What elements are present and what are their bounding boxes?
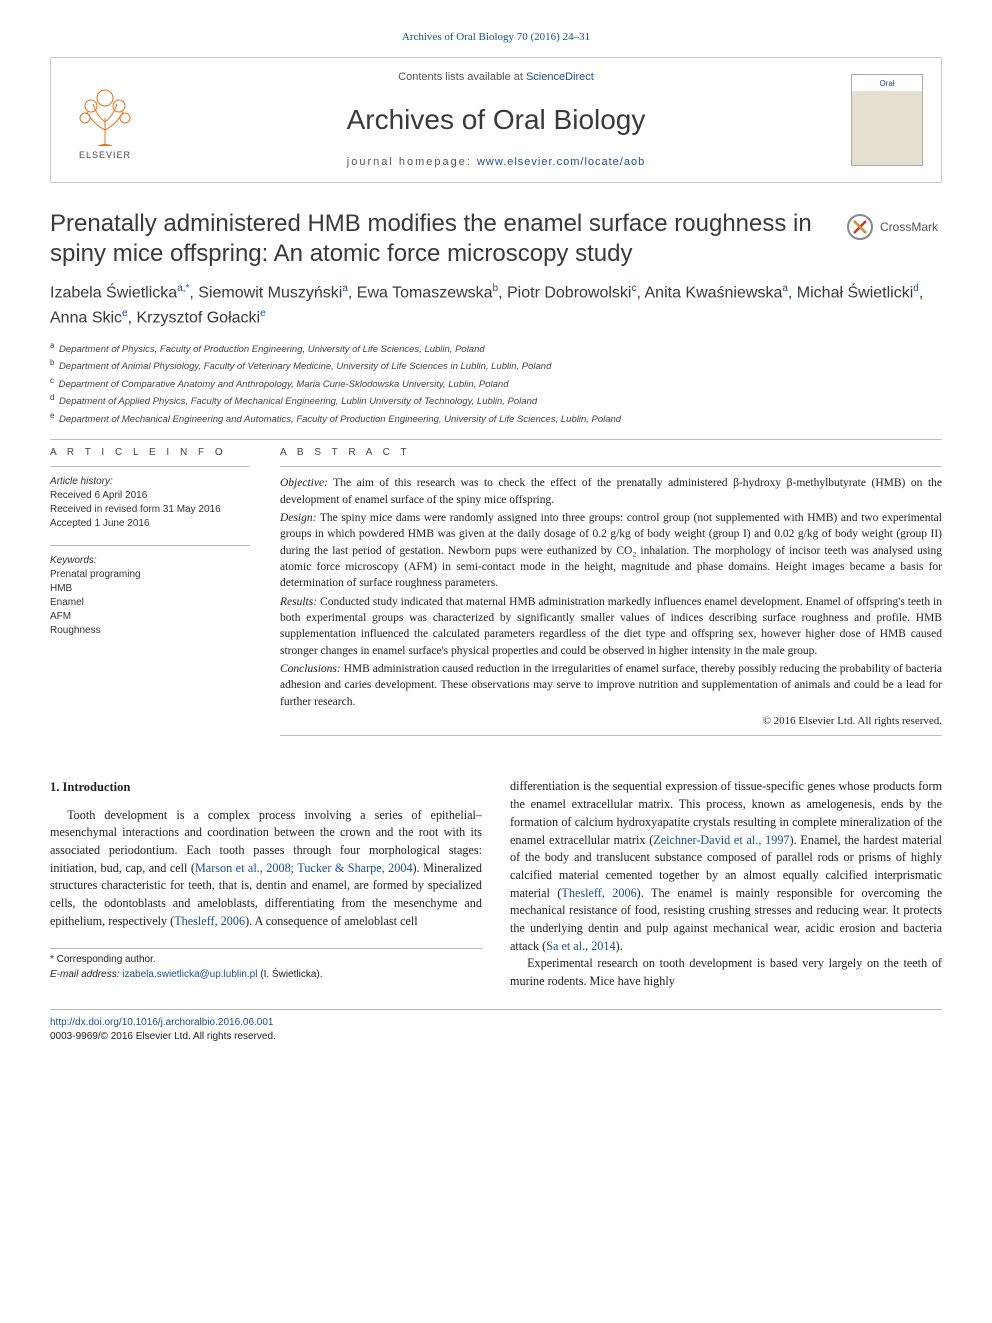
- authors-list: Izabela Świetlickaa,*, Siemowit Muszyńsk…: [50, 281, 942, 330]
- sciencedirect-link[interactable]: ScienceDirect: [526, 71, 594, 83]
- affiliation-line: a Department of Physics, Faculty of Prod…: [50, 340, 942, 357]
- divider: [50, 439, 942, 440]
- keyword-line: Roughness: [50, 624, 250, 638]
- affiliation-line: c Department of Comparative Anatomy and …: [50, 375, 942, 392]
- history-line: Received in revised form 31 May 2016: [50, 503, 250, 517]
- section-heading: 1. Introduction: [50, 778, 482, 796]
- keyword-line: Enamel: [50, 596, 250, 610]
- body-paragraph: Experimental research on tooth developme…: [510, 955, 942, 990]
- affiliation-line: d Depatment of Applied Physics, Faculty …: [50, 392, 942, 409]
- elsevier-wordmark: ELSEVIER: [79, 149, 131, 162]
- affiliation-line: e Department of Mechanical Engineering a…: [50, 410, 942, 427]
- history-line: Accepted 1 June 2016: [50, 517, 250, 531]
- citation-link[interactable]: Zeichner-David et al., 1997: [653, 833, 789, 847]
- corr-author-label: * Corresponding author.: [50, 953, 482, 968]
- doi-link[interactable]: http://dx.doi.org/10.1016/j.archoralbio.…: [50, 1017, 274, 1028]
- corr-author-email-link[interactable]: izabela.swietlicka@up.lublin.pl: [122, 969, 257, 980]
- abstract-copyright: © 2016 Elsevier Ltd. All rights reserved…: [280, 714, 942, 730]
- abstract-paragraph: Results: Conducted study indicated that …: [280, 594, 942, 659]
- contents-prefix: Contents lists available at: [398, 71, 526, 83]
- elsevier-tree-icon: [74, 87, 136, 149]
- abstract-head: A B S T R A C T: [280, 446, 942, 460]
- crossmark-label: CrossMark: [880, 219, 938, 236]
- affiliation-line: b Department of Animal Physiology, Facul…: [50, 357, 942, 374]
- contents-lists-line: Contents lists available at ScienceDirec…: [161, 70, 831, 85]
- crossmark-badge[interactable]: CrossMark: [846, 213, 942, 241]
- corresponding-author-footnote: * Corresponding author. E-mail address: …: [50, 948, 482, 982]
- email-label: E-mail address:: [50, 969, 122, 980]
- cover-label: Oral: [879, 78, 894, 89]
- homepage-prefix: journal homepage:: [347, 156, 477, 168]
- article-info-head: A R T I C L E I N F O: [50, 446, 250, 460]
- article-title: Prenatally administered HMB modifies the…: [50, 209, 830, 269]
- article-history-label: Article history:: [50, 475, 250, 489]
- running-head-link[interactable]: Archives of Oral Biology 70 (2016) 24–31: [402, 31, 590, 43]
- elsevier-logo: ELSEVIER: [69, 79, 141, 161]
- body-paragraph: Tooth development is a complex process i…: [50, 807, 482, 931]
- abstract-paragraph: Design: The spiny mice dams were randoml…: [280, 510, 942, 592]
- journal-name: Archives of Oral Biology: [161, 100, 831, 139]
- journal-header: ELSEVIER Contents lists available at Sci…: [50, 57, 942, 183]
- journal-homepage-link[interactable]: www.elsevier.com/locate/aob: [477, 156, 645, 168]
- body-paragraph: differentiation is the sequential expres…: [510, 778, 942, 955]
- title-row: Prenatally administered HMB modifies the…: [50, 209, 942, 269]
- homepage-line: journal homepage: www.elsevier.com/locat…: [161, 155, 831, 170]
- citation-link[interactable]: Marson et al., 2008; Tucker & Sharpe, 20…: [195, 861, 413, 875]
- article-history-block: Article history: Received 6 April 2016Re…: [50, 466, 250, 531]
- citation-link[interactable]: Thesleff, 2006: [174, 914, 245, 928]
- citation-link[interactable]: Thesleff, 2006: [561, 886, 636, 900]
- body-column-right: differentiation is the sequential expres…: [510, 778, 942, 990]
- keywords-label: Keywords:: [50, 554, 250, 568]
- running-head: Archives of Oral Biology 70 (2016) 24–31: [50, 30, 942, 57]
- journal-cover-thumbnail: Oral: [851, 74, 923, 166]
- keywords-block: Keywords: Prenatal programingHMBEnamelAF…: [50, 545, 250, 638]
- header-center: Contents lists available at ScienceDirec…: [141, 70, 851, 170]
- keyword-line: AFM: [50, 610, 250, 624]
- info-abstract-row: A R T I C L E I N F O Article history: R…: [50, 446, 942, 742]
- body-text: ).: [616, 939, 623, 953]
- email-paren: (I. Świetlicka).: [257, 969, 322, 980]
- issn-copyright-line: 0003-9969/© 2016 Elsevier Ltd. All right…: [50, 1030, 942, 1044]
- crossmark-icon: [846, 213, 874, 241]
- article-footer: http://dx.doi.org/10.1016/j.archoralbio.…: [50, 1009, 942, 1044]
- abstract-column: A B S T R A C T Objective: The aim of th…: [280, 446, 942, 742]
- keyword-line: HMB: [50, 582, 250, 596]
- abstract-paragraph: Conclusions: HMB administration caused r…: [280, 661, 942, 710]
- keyword-line: Prenatal programing: [50, 568, 250, 582]
- abstract-body: Objective: The aim of this research was …: [280, 466, 942, 729]
- abstract-paragraph: Objective: The aim of this research was …: [280, 475, 942, 508]
- affiliations-list: a Department of Physics, Faculty of Prod…: [50, 340, 942, 427]
- body-text: ). A consequence of ameloblast cell: [245, 914, 418, 928]
- article-info-column: A R T I C L E I N F O Article history: R…: [50, 446, 250, 742]
- divider: [280, 735, 942, 736]
- history-line: Received 6 April 2016: [50, 489, 250, 503]
- citation-link[interactable]: Sa et al., 2014: [546, 939, 615, 953]
- body-columns: 1. Introduction Tooth development is a c…: [50, 778, 942, 990]
- body-column-left: 1. Introduction Tooth development is a c…: [50, 778, 482, 990]
